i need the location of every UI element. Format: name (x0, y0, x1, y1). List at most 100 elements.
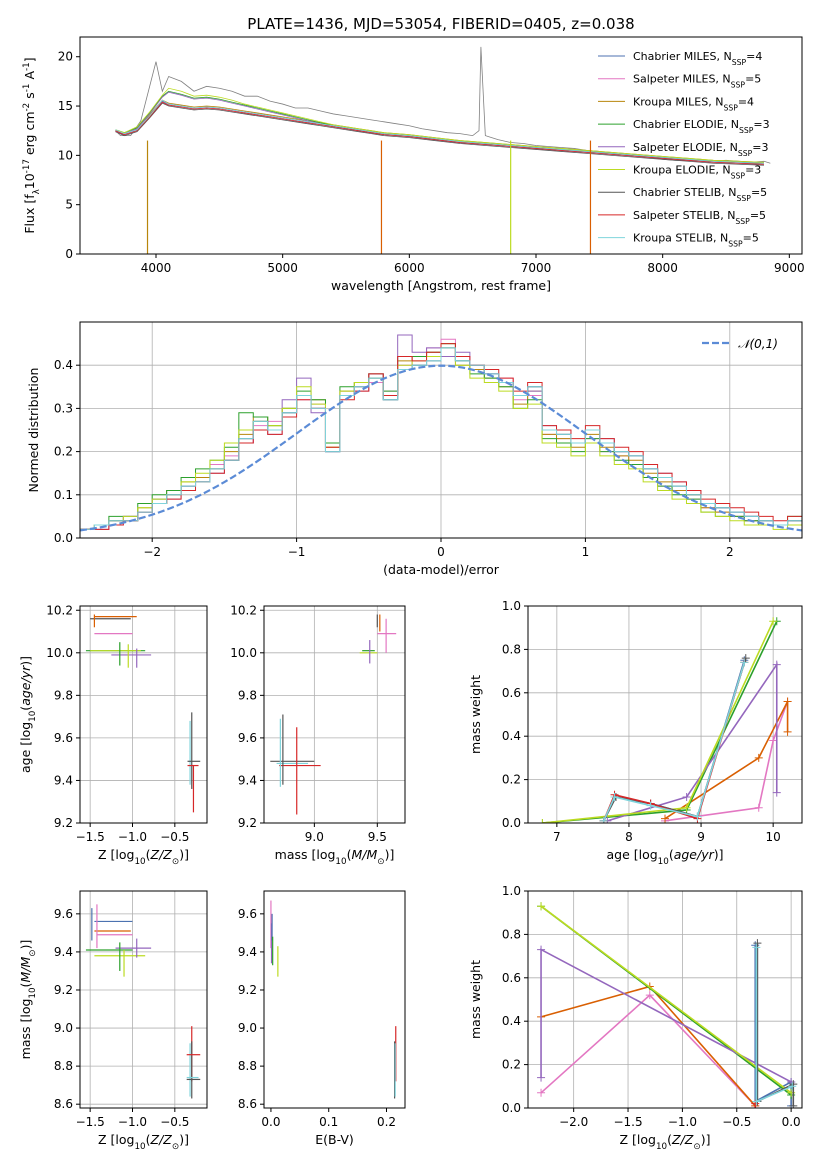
y-tick-label: 0.0 (502, 816, 521, 830)
x-tick-label: 0.0 (782, 1115, 801, 1129)
axes-frame (527, 605, 803, 824)
mass-weight-marker (740, 658, 749, 667)
y-tick-label: 9.0 (54, 1021, 73, 1035)
mass-weight-marker (772, 788, 781, 797)
y-tick-label: 0.6 (502, 971, 521, 985)
x-tick-label: −0.5 (160, 1115, 189, 1129)
mass-weight-marker (538, 819, 547, 823)
mass-weight-marker (788, 1082, 797, 1091)
age-vs-mass-panel: 9.0 9.5 9.2 9.4 9.6 9.8 10.0 10.2 mass [log10(M/… (230, 603, 406, 867)
mass-weight-marker (661, 814, 669, 823)
y-axis-label: Normed distribution (26, 368, 41, 493)
y-tick-label: 20 (58, 50, 73, 64)
mass-weight-marker (769, 736, 778, 745)
y-tick-label: 0.4 (502, 729, 521, 743)
mass-weight-line (540, 905, 792, 1094)
mass-weight-marker (646, 801, 655, 810)
model-spectrum-line (115, 87, 765, 163)
legend-label: Chabrier STELIB, NSSP=5 (633, 186, 767, 203)
mass-weight-marker (537, 945, 546, 954)
plot-area (115, 46, 771, 254)
mass-weight-marker (645, 991, 654, 1000)
x-tick-label: 2 (726, 545, 734, 559)
y-axis-label: age [log10(age/yr)] (18, 656, 38, 773)
y-tick-label: 0.2 (502, 1058, 521, 1072)
y-axis-label: mass weight (468, 960, 483, 1039)
y-tick-label: 8.8 (54, 1059, 73, 1073)
y-tick-label: 9.4 (54, 773, 73, 787)
x-tick-label: 9.5 (368, 830, 387, 844)
y-tick-label: 9.2 (238, 983, 257, 997)
mass-vs-metallicity-panel: −1.5 −1.0 −0.5 8.6 8.8 9.0 9.2 9.4 9.6 Z [log10(Z… (18, 890, 208, 1152)
legend-label: Chabrier ELODIE, NSSP=3 (633, 118, 770, 135)
x-tick-label: −2 (143, 545, 161, 559)
mass-weight-marker (537, 902, 546, 911)
x-tick-label: −0.5 (160, 830, 189, 844)
legend-label: Chabrier MILES, NSSP=4 (633, 50, 762, 67)
axes-frame (263, 890, 406, 1109)
mass-weight-vs-age-panel: 7 8 9 10 0.0 0.2 0.4 0.6 0.8 1.0 age [log10(age/yr… (468, 599, 803, 867)
y-tick-label: 10.2 (230, 603, 257, 617)
mass-weight-marker (754, 753, 763, 762)
legend-label: Salpeter ELODIE, NSSP=3 (633, 141, 769, 158)
y-tick-label: 0 (65, 247, 73, 261)
y-tick-label: 9.6 (54, 907, 73, 921)
mass-weight-marker (769, 617, 778, 626)
residuals-legend: 𝒩(0,1) (702, 337, 778, 351)
y-tick-label: 0.6 (502, 686, 521, 700)
model-spectrum-line (115, 102, 765, 166)
x-tick-label: 0.1 (319, 1115, 338, 1129)
y-tick-label: 0.4 (502, 1014, 521, 1028)
residual-histogram (80, 347, 802, 538)
mass-weight-marker (610, 792, 619, 801)
y-tick-label: 0.0 (54, 531, 73, 545)
residuals-panel: 𝒩(0,1) −2 −1 0 1 2 0.0 0.1 0.2 0.3 0.4 (data-model)… (26, 321, 803, 577)
x-tick-label: 5000 (267, 261, 298, 275)
axes-frame (527, 890, 803, 1109)
x-tick-label: 0 (437, 545, 445, 559)
y-tick-label: 0.1 (54, 488, 73, 502)
mass-weight-marker (753, 939, 762, 948)
plot-area (270, 900, 397, 1099)
legend-label: Kroupa MILES, NSSP=4 (633, 95, 754, 112)
mass-weight-marker (752, 1097, 761, 1106)
y-tick-label: 9.2 (54, 816, 73, 830)
mass-weight-marker (772, 660, 781, 669)
mass-weight-marker (752, 943, 761, 952)
x-tick-label: 8 (625, 830, 633, 844)
age-vs-metallicity-panel: −1.5 −1.0 −0.5 9.2 9.4 9.6 9.8 10.0 10.2 Z [log10… (18, 603, 208, 867)
y-tick-label: 8.8 (238, 1059, 257, 1073)
y-tick-label: 9.2 (238, 816, 257, 830)
mass-weight-marker (599, 816, 608, 823)
spectrum-panel: Chabrier MILES, NSSP=4 Salpeter MILES, NS… (22, 36, 805, 293)
y-axis-label: mass [log10(M/M⊙)] (18, 940, 38, 1060)
plot-area (80, 334, 802, 538)
y-tick-label: 9.4 (238, 773, 257, 787)
model-spectrum-line (115, 99, 765, 164)
mass-weight-marker (741, 654, 750, 663)
mass-weight-line (607, 661, 778, 822)
x-tick-label: −1 (288, 545, 306, 559)
x-tick-label: −0.5 (722, 1115, 751, 1129)
mass-weight-marker (789, 1101, 798, 1108)
x-tick-label: −1.5 (76, 830, 105, 844)
y-tick-label: 1.0 (502, 884, 521, 898)
y-tick-label: 0.8 (502, 642, 521, 656)
x-tick-label: −1.0 (118, 1115, 147, 1129)
mass-weight-line (664, 701, 789, 822)
plot-area (270, 614, 397, 815)
x-tick-label: 10 (766, 830, 781, 844)
plot-area (538, 617, 792, 823)
y-axis-label: Flux [fλ10-17 erg cm-2 s-1 A-1] (22, 57, 42, 233)
normal-reference-curve (80, 364, 802, 532)
x-tick-label: 6000 (394, 261, 425, 275)
mass-weight-marker (682, 792, 691, 801)
y-tick-label: 9.4 (54, 945, 73, 959)
axes-frame (79, 36, 803, 255)
mass-weight-marker (682, 803, 691, 812)
mass-vs-extinction-panel: 0.0 0.1 0.2 8.6 8.8 9.0 9.2 9.4 9.6 E(B-V) (238, 890, 406, 1147)
x-tick-label: 4000 (141, 261, 172, 275)
x-axis-label: Z [log10(Z/Z⊙)] (98, 1132, 189, 1152)
x-tick-label: 9000 (774, 261, 805, 275)
x-tick-label: −1.0 (668, 1115, 697, 1129)
